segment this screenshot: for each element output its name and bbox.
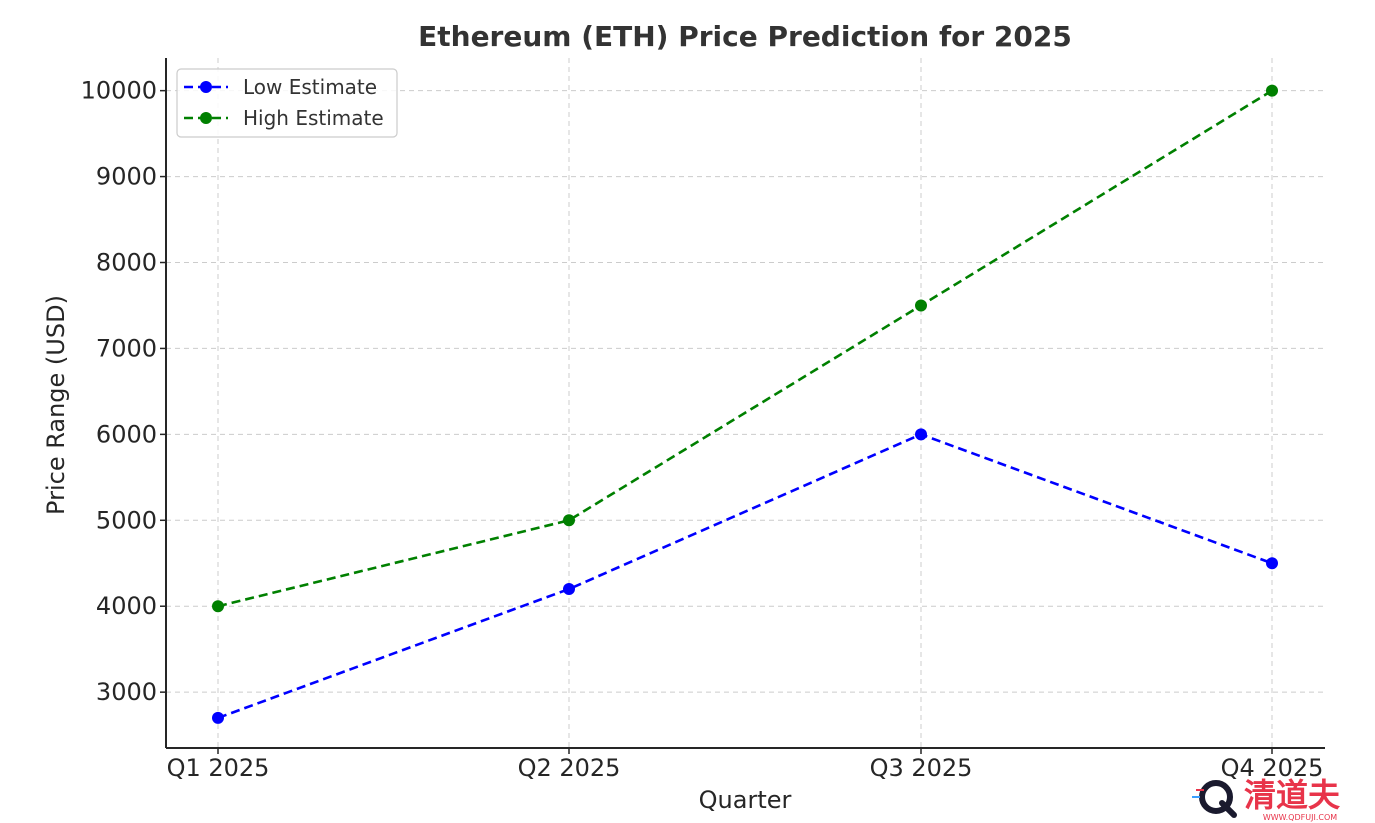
- legend-label-high-estimate: High Estimate: [243, 106, 384, 130]
- axes-layer: 3000 4000 5000 6000 7000 8000 9000 10000 Q1 2025…: [81, 58, 1325, 782]
- y-tick-label: 5000: [96, 506, 157, 534]
- data-point-high-estimate: [1266, 84, 1278, 97]
- series-layer: [212, 84, 1278, 724]
- watermark-text: 清道夫: [1244, 776, 1341, 814]
- series-line-low-estimate: [217, 432, 1273, 720]
- legend-marker-high-estimate: [200, 112, 212, 124]
- y-tick-label: 3000: [96, 678, 157, 706]
- series-line-high-estimate: [217, 89, 1273, 608]
- y-tick-label: 9000: [96, 163, 157, 191]
- watermark-subtext: WWW.QDFUJI.COM: [1263, 813, 1337, 822]
- grid-layer: [166, 58, 1325, 748]
- data-point-low-estimate: [915, 428, 927, 441]
- watermark-logo: 清道夫 WWW.QDFUJI.COM: [1192, 776, 1341, 822]
- data-point-low-estimate: [212, 711, 224, 724]
- y-tick-label: 4000: [96, 592, 157, 620]
- y-tick-label: 7000: [96, 334, 157, 362]
- y-axis-label: Price Range (USD): [42, 295, 70, 515]
- data-point-high-estimate: [563, 514, 575, 527]
- x-tick-label: Q2 2025: [518, 754, 621, 782]
- chart-title: Ethereum (ETH) Price Prediction for 2025: [418, 20, 1072, 53]
- legend-marker-low-estimate: [200, 81, 212, 93]
- x-tick-label: Q1 2025: [167, 754, 270, 782]
- y-tick-label: 6000: [96, 420, 157, 448]
- legend-box: [176, 68, 398, 138]
- y-tick-label: 10000: [81, 77, 157, 105]
- data-point-low-estimate: [1266, 557, 1278, 570]
- legend-label-low-estimate: Low Estimate: [243, 75, 377, 99]
- data-point-high-estimate: [212, 600, 224, 613]
- watermark-q-icon: [1192, 780, 1237, 818]
- x-tick-label: Q3 2025: [870, 754, 973, 782]
- legend: Low Estimate High Estimate: [176, 68, 398, 138]
- data-point-low-estimate: [563, 583, 575, 596]
- y-tick-label: 8000: [96, 249, 157, 277]
- data-point-high-estimate: [915, 299, 927, 312]
- x-axis-label: Quarter: [699, 786, 792, 814]
- x-tick-label: Q4 2025: [1221, 754, 1324, 782]
